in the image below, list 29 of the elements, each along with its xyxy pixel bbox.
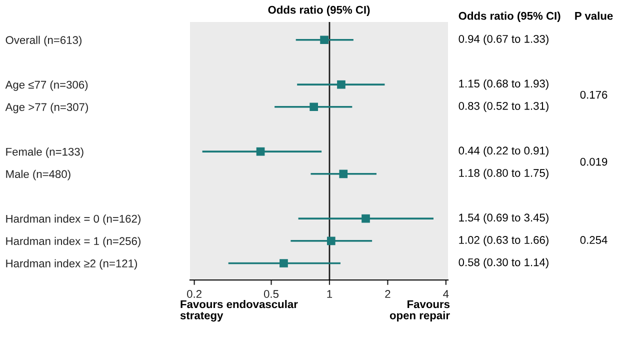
x-tick-label: 4	[443, 290, 449, 298]
text: 0.176	[580, 90, 608, 99]
y-tick-label: Hardman index = 1 (n=256)	[6, 236, 140, 248]
data-label: 1.15 (0.68 to 1.93)	[459, 79, 548, 90]
data-label: 1.18 (0.80 to 1.75)	[459, 168, 548, 180]
y-tick-label: Age >77 (n=307)	[5, 102, 88, 114]
chart-title: Odds ratio (95% CI)	[268, 6, 370, 16]
y-tick-label: Male (n=480)	[6, 170, 70, 180]
text: 0.019	[580, 158, 608, 166]
y-tick-label: Hardman index = 0 (n=162)	[6, 214, 140, 225]
y-tick-label: Overall (n=613)	[6, 36, 82, 46]
data-label: 0.58 (0.30 to 1.14)	[458, 258, 548, 268]
data-label: 0.83 (0.52 to 1.31)	[458, 102, 548, 112]
data-label: 0.94 (0.67 to 1.33)	[458, 34, 548, 46]
text: Favours endovascular strategy	[180, 300, 298, 322]
data-label: 0.44 (0.22 to 0.91)	[458, 146, 548, 157]
text: Odds ratio (95% CI)	[458, 12, 560, 22]
text: P value	[575, 12, 613, 20]
text: 0.254	[580, 236, 608, 244]
data-label: 1.02 (0.63 to 1.66)	[459, 236, 548, 246]
y-tick-label: Hardman index ≥2 (n=121)	[6, 259, 137, 270]
x-tick-label: 2	[385, 290, 390, 298]
y-tick-label: Age ≤77 (n=306)	[5, 80, 88, 91]
data-label: 1.54 (0.69 to 3.45)	[459, 213, 548, 224]
x-tick-label: 0.5	[264, 290, 279, 298]
text: Favours open repair	[390, 300, 450, 322]
x-tick-label: 0.2	[187, 290, 202, 298]
x-tick-label: 1	[327, 290, 332, 298]
y-tick-label: Female (n=133)	[6, 148, 84, 158]
